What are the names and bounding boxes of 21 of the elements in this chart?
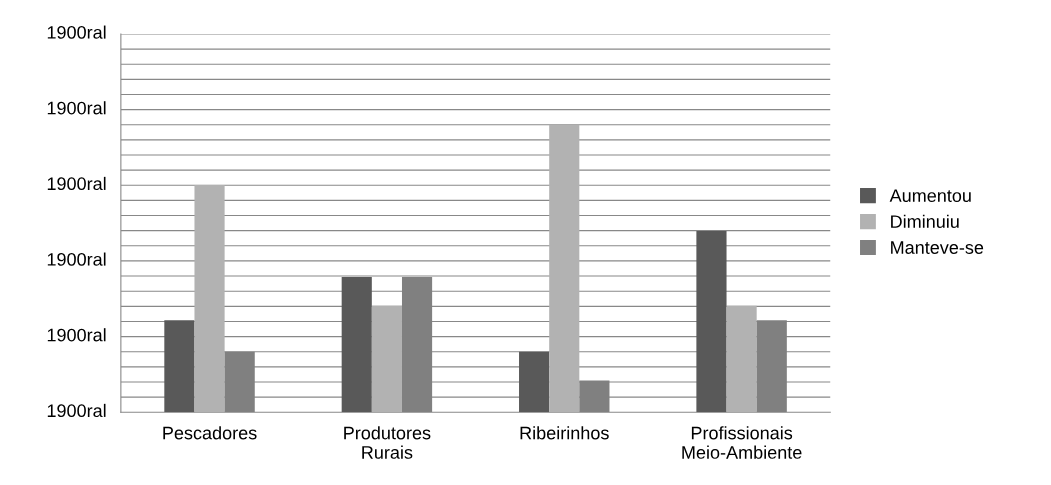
legend-label: Aumentou bbox=[889, 189, 971, 203]
x-tick-label: Produtores Rurais bbox=[344, 426, 431, 459]
bar bbox=[696, 231, 727, 413]
text: 1900ral bbox=[47, 252, 106, 266]
legend-label: Manteve-se bbox=[891, 241, 984, 254]
bar bbox=[194, 185, 225, 413]
text: 1900ral bbox=[47, 101, 106, 115]
x-tick-label: Pescadores bbox=[163, 426, 257, 440]
text: 1900ral bbox=[47, 176, 106, 191]
bar bbox=[549, 124, 580, 413]
bar bbox=[164, 320, 195, 413]
text: 1900ral bbox=[47, 328, 106, 342]
x-tick-label: Profissionais Meio-Ambiente bbox=[682, 426, 802, 459]
text: 1900ral bbox=[47, 25, 106, 39]
bar bbox=[341, 277, 372, 413]
x-tick-label: Ribeirinhos bbox=[520, 426, 609, 440]
bar bbox=[519, 351, 550, 413]
bar bbox=[726, 305, 757, 413]
legend-label: Diminuiu bbox=[891, 214, 959, 228]
text: 1900ral bbox=[47, 403, 106, 418]
bar bbox=[371, 305, 402, 413]
